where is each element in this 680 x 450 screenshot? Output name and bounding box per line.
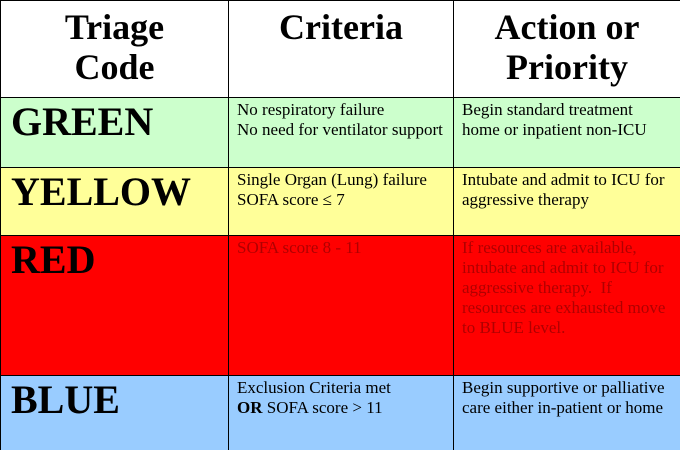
triage-code: RED bbox=[11, 237, 96, 282]
action-text: Intubate and admit to ICU for aggressive… bbox=[462, 170, 669, 209]
action-text: Begin supportive or palliative care eith… bbox=[462, 378, 669, 417]
criteria-cell: Exclusion Criteria met OR SOFA score > 11 bbox=[228, 375, 454, 450]
triage-code: BLUE bbox=[11, 377, 120, 422]
criteria-line: No need for ventilator support bbox=[237, 120, 443, 139]
row: YELLOW Single Organ (Lung) failure SOFA sc… bbox=[0, 167, 680, 236]
header-text: Criteria bbox=[279, 7, 403, 47]
header-text: Code bbox=[74, 47, 155, 87]
triage-code: GREEN bbox=[11, 99, 154, 144]
header-cell: Action or Priority bbox=[453, 0, 680, 98]
code-cell: GREEN bbox=[0, 97, 229, 168]
criteria-line: SOFA score 8 - 11 bbox=[237, 238, 362, 257]
criteria-text: SOFA score > 11 bbox=[266, 398, 383, 417]
row: GREEN No respiratory failure No need for v… bbox=[0, 97, 680, 168]
header-cell: Criteria bbox=[228, 0, 454, 98]
criteria-line: Single Organ (Lung) failure bbox=[237, 170, 427, 189]
action-text: If resources are available, intubate and… bbox=[462, 238, 670, 337]
header-text: Triage bbox=[64, 7, 165, 47]
action-cell: Begin standard treatment home or inpatie… bbox=[453, 97, 680, 168]
code-cell: RED bbox=[0, 235, 229, 376]
criteria-line: No respiratory failure bbox=[237, 100, 385, 119]
header-row: Triage Code Criteria Action or Priority bbox=[0, 0, 680, 98]
code-cell: YELLOW bbox=[0, 167, 229, 236]
row: RED SOFA score 8 - 11 If resources are ava… bbox=[0, 235, 680, 376]
action-text: Begin standard treatment home or inpatie… bbox=[462, 100, 647, 139]
criteria-line: OR SOFA score > 11 bbox=[237, 398, 445, 418]
criteria-line: SOFA score ≤ 7 bbox=[237, 190, 345, 209]
triage-code: YELLOW bbox=[11, 169, 192, 214]
criteria-cell: No respiratory failure No need for ventil… bbox=[228, 97, 454, 168]
header-text: Priority bbox=[506, 47, 628, 87]
row: BLUE Exclusion Criteria met OR SOFA score … bbox=[0, 375, 680, 450]
criteria-line: Exclusion Criteria met bbox=[237, 378, 391, 397]
code-cell: BLUE bbox=[0, 375, 229, 450]
criteria-cell: Single Organ (Lung) failure SOFA score ≤ … bbox=[228, 167, 454, 236]
action-cell: Begin supportive or palliative care eith… bbox=[453, 375, 680, 450]
header-text: Action or bbox=[494, 7, 640, 47]
criteria-cell: SOFA score 8 - 11 bbox=[228, 235, 454, 376]
action-cell: If resources are available, intubate and… bbox=[453, 235, 680, 376]
criteria-bold: OR bbox=[237, 398, 263, 417]
action-cell: Intubate and admit to ICU for aggressive… bbox=[453, 167, 680, 236]
header-cell: Triage Code bbox=[0, 0, 229, 98]
